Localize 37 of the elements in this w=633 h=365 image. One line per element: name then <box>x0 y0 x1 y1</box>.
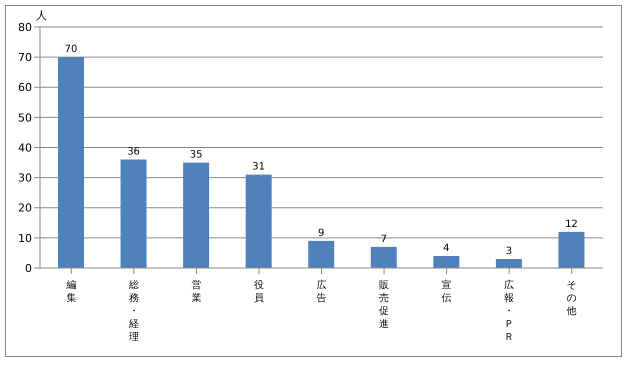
data-label: 9 <box>318 228 324 239</box>
x-tick-label: 役員 <box>254 280 264 304</box>
data-label: 70 <box>64 44 78 56</box>
y-tick-label: 30 <box>18 172 32 185</box>
x-tick-label: 販売促進 <box>379 279 390 330</box>
y-tick-label: 0 <box>25 262 32 275</box>
bar <box>58 57 84 268</box>
x-tick-label: 営業 <box>191 279 202 304</box>
y-tick-label: 70 <box>18 51 32 64</box>
y-tick-label: 10 <box>18 232 32 245</box>
data-label: 31 <box>252 162 266 173</box>
data-label: 7 <box>380 234 387 245</box>
y-tick-label: 60 <box>18 81 32 94</box>
data-label: 35 <box>190 150 202 161</box>
y-tick-label: 20 <box>18 202 32 215</box>
x-tick-label: 広告 <box>316 279 326 304</box>
bar <box>496 258 522 268</box>
y-axis-title: 人 <box>36 8 47 23</box>
bar <box>433 256 460 268</box>
data-label: 36 <box>127 146 140 158</box>
x-tick-label: 編集 <box>65 279 76 304</box>
data-label: 4 <box>443 242 450 254</box>
y-tick-label: 40 <box>18 141 32 154</box>
data-label: 12 <box>565 218 578 230</box>
y-tick-label: 50 <box>18 111 32 124</box>
bar <box>183 162 210 268</box>
data-label: 3 <box>506 246 512 257</box>
x-tick-label: その他 <box>566 280 577 317</box>
bar <box>558 232 584 268</box>
x-tick-label: 総務・経理 <box>128 279 139 343</box>
bar <box>120 160 147 268</box>
x-tick-label: 広報・ＰＲ <box>504 279 514 343</box>
bar <box>308 240 334 268</box>
x-tick-label: 宣伝 <box>442 279 452 304</box>
bar <box>370 246 397 268</box>
bar <box>246 174 272 268</box>
y-tick-label: 80 <box>18 20 32 34</box>
